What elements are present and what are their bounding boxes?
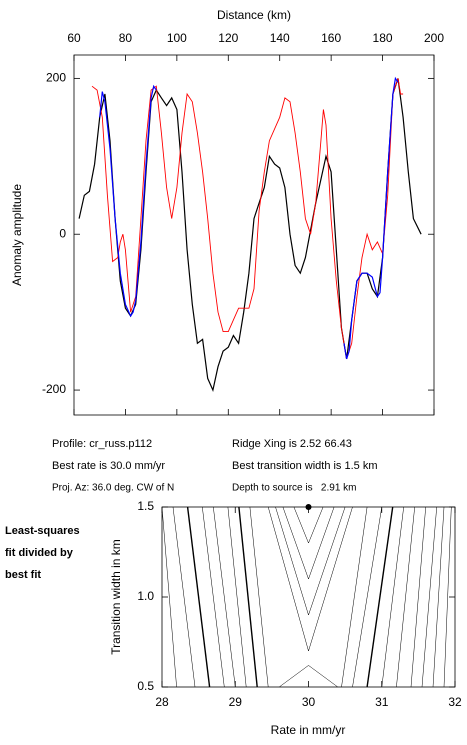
top-frame — [73, 54, 435, 416]
contour-line — [293, 506, 324, 544]
x-tick-label: 32 — [448, 695, 462, 709]
y-tick-label: -200 — [42, 382, 66, 396]
contour-line — [341, 506, 368, 688]
contour-line — [213, 506, 236, 688]
x-tick-label: 200 — [424, 31, 444, 45]
contour-line — [410, 506, 426, 688]
anomaly-line — [99, 84, 157, 318]
contour-line — [275, 506, 346, 616]
y-tick-label: 0 — [59, 226, 66, 240]
info-text: Best rate is 30.0 mm/yr — [52, 460, 165, 472]
anomaly-line — [343, 76, 399, 360]
contour-line — [227, 506, 247, 688]
info-text: Proj. Az: 36.0 deg. CW of N — [52, 483, 174, 494]
contour-line — [366, 506, 394, 688]
contour-line — [381, 506, 404, 688]
note-text: fit divided by — [5, 547, 74, 559]
info-text: Best transition width is 1.5 km — [232, 460, 378, 472]
x-tick-label: 28 — [155, 695, 169, 709]
y-tick-label: 1.5 — [137, 499, 154, 513]
contour-line — [267, 506, 353, 652]
y-tick-label: 0.5 — [137, 679, 154, 693]
contour-line — [352, 506, 383, 688]
contour-line — [421, 506, 437, 688]
note-text: best fit — [5, 569, 41, 581]
contour-line — [186, 506, 211, 688]
contour-line — [202, 506, 225, 688]
contour-line — [238, 506, 258, 688]
x-tick-label: 140 — [270, 31, 290, 45]
y-tick-label: 1.0 — [137, 589, 154, 603]
y-axis-title: Anomaly amplitude — [10, 184, 24, 286]
x-tick-label: 31 — [375, 695, 389, 709]
x-tick-label: 30 — [302, 695, 316, 709]
info-text: Profile: cr_russ.p112 — [52, 438, 152, 450]
x-tick-label: 180 — [373, 31, 393, 45]
contour-line — [432, 506, 445, 688]
contour-line — [161, 506, 177, 688]
contour-line — [396, 506, 415, 688]
x-tick-label: 80 — [119, 31, 133, 45]
info-text: Depth to source is 2.91 km — [232, 483, 357, 494]
contour-line — [172, 506, 196, 688]
x-axis-title: Rate in mm/yr — [271, 723, 346, 737]
info-text: Ridge Xing is 2.52 66.43 — [232, 438, 352, 450]
y-tick-label: 200 — [46, 71, 66, 85]
contour-line — [443, 506, 452, 688]
anomaly-line — [78, 78, 422, 393]
x-tick-label: 29 — [229, 695, 243, 709]
contour-line — [279, 665, 338, 688]
x-axis-title: Distance (km) — [217, 8, 291, 22]
note-text: Least-squares — [5, 525, 80, 537]
x-tick-label: 100 — [167, 31, 187, 45]
x-tick-label: 120 — [218, 31, 238, 45]
y-axis-title: Transition width in km — [109, 539, 123, 655]
best-fit-point — [305, 504, 312, 510]
contour-line — [282, 506, 335, 580]
anomaly-line — [91, 78, 404, 360]
x-tick-label: 160 — [321, 31, 341, 45]
contour-line — [249, 506, 269, 688]
x-tick-label: 60 — [67, 31, 81, 45]
